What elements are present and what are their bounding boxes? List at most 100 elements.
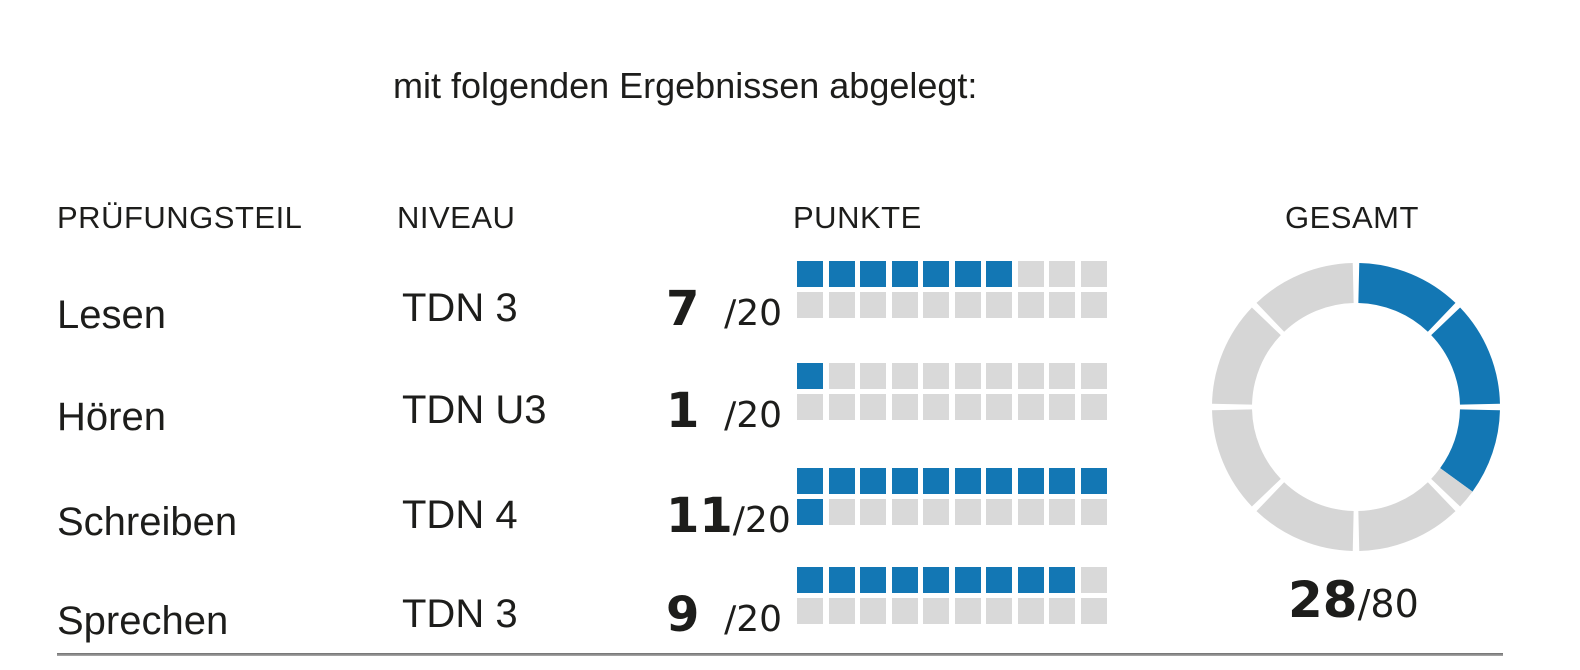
result-row: Sprechen TDN 3 9/20	[0, 567, 1160, 641]
point-square-empty	[891, 363, 918, 389]
point-square-filled	[1049, 468, 1075, 494]
part-label: Hören	[57, 395, 166, 439]
point-square-empty	[860, 292, 886, 318]
point-square-empty	[797, 394, 823, 420]
point-square-empty	[891, 292, 918, 318]
point-square-filled	[797, 468, 823, 494]
level-value: TDN 3	[402, 286, 518, 330]
point-square-empty	[954, 292, 981, 318]
point-square-filled	[797, 261, 823, 287]
part-label: Sprechen	[57, 599, 229, 643]
score-value: 11/20	[666, 488, 791, 544]
point-square-empty	[797, 292, 823, 318]
point-square-empty	[923, 363, 949, 389]
part-label: Lesen	[57, 293, 166, 337]
point-square-filled	[986, 468, 1012, 494]
point-square-empty	[1017, 292, 1044, 318]
point-square-empty	[891, 598, 918, 624]
donut-segment-empty	[1256, 481, 1355, 551]
point-square-empty	[1017, 261, 1044, 287]
point-square-filled	[986, 567, 1012, 593]
point-square-empty	[986, 292, 1012, 318]
point-square-filled	[891, 567, 918, 593]
point-square-empty	[1017, 394, 1044, 420]
point-square-filled	[1017, 567, 1044, 593]
point-square-empty	[954, 394, 981, 420]
level-value: TDN 3	[402, 592, 518, 636]
point-square-filled	[923, 567, 949, 593]
point-square-empty	[923, 499, 949, 525]
total-score-max: /80	[1357, 582, 1419, 626]
point-square-empty	[923, 394, 949, 420]
donut-segment-empty	[1256, 263, 1355, 333]
bottom-divider	[57, 653, 1503, 656]
point-square-empty	[860, 394, 886, 420]
level-value: TDN 4	[402, 493, 518, 537]
point-square-filled	[954, 468, 981, 494]
point-square-empty	[1080, 499, 1107, 525]
point-square-empty	[923, 292, 949, 318]
point-square-empty	[828, 363, 855, 389]
score-max: /20	[732, 500, 791, 541]
point-square-filled	[828, 468, 855, 494]
donut-segment-filled	[1439, 408, 1500, 492]
score-number: 1	[666, 383, 700, 439]
point-square-empty	[1080, 292, 1107, 318]
results-intro-text: mit folgenden Ergebnissen abgelegt:	[393, 65, 978, 106]
result-row: Hören TDN U3 1/20	[0, 363, 1160, 437]
point-square-filled	[828, 261, 855, 287]
score-value: 7/20	[666, 285, 782, 333]
point-square-empty	[986, 394, 1012, 420]
column-header-gesamt: GESAMT	[1285, 200, 1419, 235]
points-grid	[797, 567, 1107, 624]
score-max: /20	[724, 599, 782, 640]
column-header-niveau: NIVEAU	[397, 200, 516, 235]
point-square-empty	[1049, 363, 1075, 389]
total-score: 28/80	[1288, 575, 1419, 625]
point-square-empty	[1080, 363, 1107, 389]
score-max: /20	[724, 395, 782, 436]
point-square-empty	[986, 363, 1012, 389]
part-label: Schreiben	[57, 500, 238, 544]
result-row: Schreiben TDN 4 11/20	[0, 468, 1160, 542]
points-grid	[797, 363, 1107, 420]
score-value: 1/20	[666, 387, 782, 435]
point-square-filled	[954, 261, 981, 287]
donut-segment-empty	[1430, 467, 1473, 507]
point-square-filled	[860, 567, 886, 593]
point-square-empty	[891, 499, 918, 525]
point-square-empty	[954, 499, 981, 525]
point-square-empty	[1049, 499, 1075, 525]
point-square-filled	[1049, 567, 1075, 593]
score-number: 7	[666, 281, 700, 337]
point-square-filled	[1080, 468, 1107, 494]
point-square-empty	[1049, 394, 1075, 420]
score-number: 9	[666, 587, 700, 643]
donut-segment-filled	[1357, 263, 1456, 333]
score-number: 11	[666, 488, 733, 544]
point-square-empty	[860, 598, 886, 624]
point-square-empty	[1017, 598, 1044, 624]
point-square-empty	[923, 598, 949, 624]
score-value: 9/20	[666, 591, 782, 639]
donut-segment-empty	[1212, 307, 1282, 406]
point-square-empty	[954, 598, 981, 624]
total-score-number: 28	[1288, 571, 1358, 629]
donut-segment-empty	[1357, 481, 1456, 551]
level-value: TDN U3	[402, 388, 547, 432]
point-square-empty	[1080, 567, 1107, 593]
point-square-empty	[891, 394, 918, 420]
point-square-empty	[1049, 261, 1075, 287]
point-square-empty	[860, 499, 886, 525]
point-square-empty	[986, 598, 1012, 624]
point-square-empty	[1080, 598, 1107, 624]
point-square-filled	[828, 567, 855, 593]
point-square-filled	[891, 468, 918, 494]
point-square-empty	[1017, 363, 1044, 389]
point-square-empty	[954, 363, 981, 389]
point-square-filled	[797, 363, 823, 389]
point-square-filled	[797, 567, 823, 593]
point-square-empty	[828, 292, 855, 318]
point-square-empty	[797, 598, 823, 624]
